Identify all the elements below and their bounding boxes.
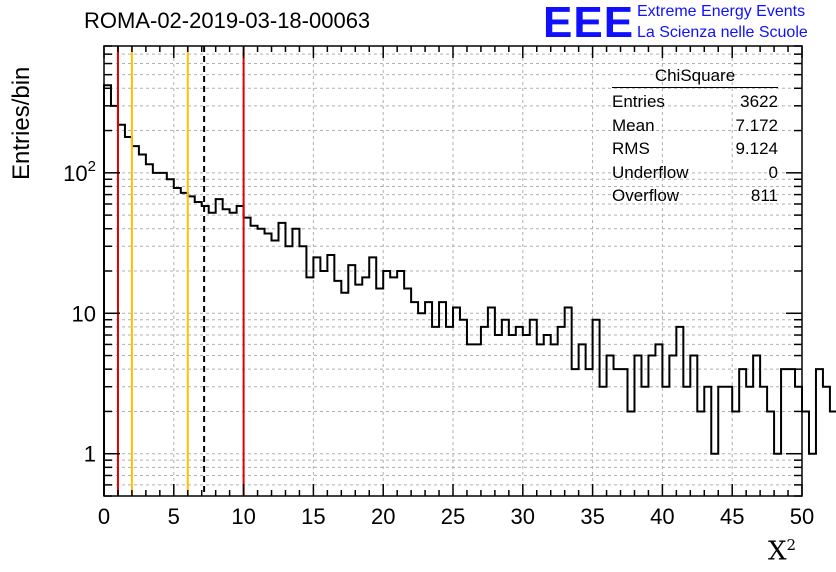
stats-value: 9.124 bbox=[735, 139, 778, 158]
chart-title: ROMA-02-2019-03-18-00063 bbox=[84, 8, 371, 33]
x-tick-label: 45 bbox=[720, 504, 744, 529]
eee-logo-line2: La Scienza nelle Scuole bbox=[637, 24, 808, 41]
x-tick-label: 20 bbox=[371, 504, 395, 529]
stats-row-underflow: Underflow 0 bbox=[612, 161, 778, 185]
x-tick-label: 10 bbox=[231, 504, 255, 529]
stats-box: ChiSquare Entries 3622 Mean 7.172 RMS 9.… bbox=[612, 66, 778, 208]
stats-label: Underflow bbox=[612, 162, 689, 182]
x-tick-label: 15 bbox=[301, 504, 325, 529]
histogram-series bbox=[103, 84, 836, 496]
reference-lines bbox=[116, 46, 245, 496]
x-tick-label: 35 bbox=[580, 504, 604, 529]
x-tick-label: 5 bbox=[168, 504, 180, 529]
eee-logo-line1: Extreme Energy Events bbox=[637, 3, 806, 20]
axes: 0 5 10 15 20 25 30 35 40 45 50 1 10 102 bbox=[63, 45, 814, 529]
stats-title: ChiSquare bbox=[612, 66, 778, 88]
stats-row-rms: RMS 9.124 bbox=[612, 137, 778, 161]
stats-row-mean: Mean 7.172 bbox=[612, 114, 778, 138]
stats-value: 7.172 bbox=[735, 115, 778, 135]
histogram-outline bbox=[103, 84, 836, 496]
x-tick-label: 50 bbox=[790, 504, 814, 529]
stats-value: 0 bbox=[768, 162, 778, 182]
stats-label: Overflow bbox=[612, 186, 680, 205]
eee-logo-mark: EEE bbox=[543, 0, 635, 47]
x-tick-label: 40 bbox=[650, 504, 674, 529]
stats-label: Mean bbox=[612, 115, 655, 135]
y-tick-label: 102 bbox=[63, 158, 96, 186]
y-axis-label: Entries/bin bbox=[8, 66, 35, 180]
stats-label: RMS bbox=[612, 139, 650, 158]
x-axis-label: X2 bbox=[768, 536, 796, 567]
stats-row-entries: Entries 3622 bbox=[612, 90, 778, 114]
stats-value: 3622 bbox=[740, 92, 778, 111]
x-tick-label: 30 bbox=[511, 504, 535, 529]
stats-value: 811 bbox=[750, 186, 778, 205]
x-axis-label-superscript: 2 bbox=[786, 536, 797, 554]
x-tick-label: 25 bbox=[441, 504, 465, 529]
x-tick-label: 0 bbox=[98, 504, 110, 529]
stats-label: Entries bbox=[612, 92, 665, 111]
stats-row-overflow: Overflow 811 bbox=[612, 184, 778, 208]
y-tick-label: 10 bbox=[72, 301, 96, 326]
y-tick-label: 1 bbox=[84, 442, 96, 467]
x-axis-label-base: X bbox=[768, 536, 787, 567]
